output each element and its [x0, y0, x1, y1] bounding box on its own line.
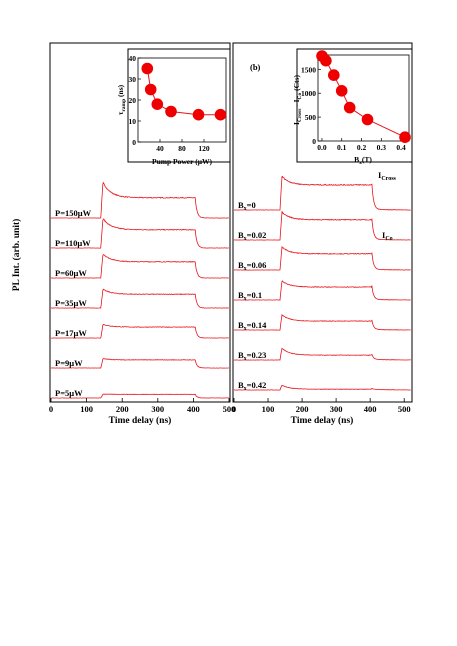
left-inset-x-label: Pump Power (μW) [152, 157, 212, 166]
inset-point [141, 62, 154, 75]
inset-point [328, 69, 340, 81]
inset-point [335, 85, 348, 97]
x-tick-label: 200 [296, 404, 309, 414]
inset-point [399, 131, 411, 143]
trace-0 [50, 181, 229, 219]
inset-x-tick-label: 80 [178, 144, 186, 153]
inset-x-tick-label: 0.0 [317, 143, 327, 152]
series-label: Bx=0.42 [238, 380, 266, 392]
inset-x-tick-label: 120 [198, 144, 210, 153]
left-x-ticks: 0 100 200 300 400 500 [49, 398, 236, 414]
trace-4 [51, 323, 229, 339]
left-x-axis-label: Time delay (ns) [109, 415, 172, 426]
left-inset-y-label: τramp (ns) [116, 84, 127, 115]
trace-6 [233, 384, 411, 391]
inset-point [343, 101, 356, 114]
left-inset-ticks: 40 80 120 0 10 20 30 40 [129, 54, 210, 153]
x-tick-label: 400 [364, 404, 377, 414]
trace-0 [233, 175, 411, 211]
right-traces [233, 175, 411, 391]
x-tick-label: 200 [116, 404, 129, 414]
y-axis-label: PL Int. (arb. unit) [11, 219, 22, 292]
inset-point [144, 83, 157, 96]
trace-6 [50, 393, 229, 399]
trace-5 [233, 347, 411, 361]
x-tick-label: 0 [49, 404, 53, 414]
trace-4 [233, 313, 411, 331]
trace-3 [51, 288, 229, 309]
trace-1 [50, 218, 229, 249]
series-label: P=35μW [55, 298, 87, 308]
left-inset: 40 80 120 0 10 20 30 40 Pump Power (μW) τramp (… [116, 48, 231, 166]
right-inset-x-label: Bx(T) [354, 155, 372, 166]
right-plot-frame [232, 42, 413, 403]
inset-y-tick-label: 500 [305, 113, 317, 122]
x-tick-label: 0 [232, 404, 236, 414]
trace-5 [51, 358, 229, 369]
left-plot-frame [49, 42, 231, 403]
inset-x-tick-label: 0.3 [377, 143, 387, 152]
series-label: Bx=0.14 [238, 320, 267, 332]
inset-y-tick-label: 0 [132, 138, 136, 147]
series-label: Bx=0.06 [238, 260, 266, 272]
left-inset-points [141, 62, 227, 121]
series-label: P=110μW [55, 238, 91, 248]
right-inset-axes [317, 54, 410, 142]
right-inset-points [316, 50, 411, 143]
x-tick-label: 500 [398, 404, 411, 414]
inset-y-tick-label: 30 [129, 75, 137, 84]
inset-y-tick-label: 0 [312, 137, 316, 146]
ico-annotation: ICo [382, 230, 393, 242]
series-label: Bx=0.23 [238, 350, 266, 362]
right-x-axis-label: Time delay (ns) [291, 415, 354, 426]
inset-x-tick-label: 0.4 [396, 143, 406, 152]
x-tick-label: 100 [80, 404, 93, 414]
icross-annotation: ICross [378, 170, 397, 182]
inset-point [320, 54, 332, 67]
x-tick-label: 300 [330, 404, 343, 414]
x-tick-label: 500 [223, 404, 236, 414]
right-inset-y-label: ICross - ICo (Cts) [292, 75, 303, 125]
inset-x-tick-label: 40 [156, 144, 164, 153]
right-panel: 0 100 200 300 400 500 Time delay (ns) Bx=0Bx=… [232, 42, 413, 426]
inset-y-tick-label: 20 [129, 96, 137, 105]
x-tick-label: 400 [187, 404, 200, 414]
series-label: Bx=0 [238, 200, 256, 212]
series-label: Bx=0.02 [238, 230, 266, 242]
series-label: P=60μW [55, 268, 87, 278]
right-x-ticks: 0 100 200 300 400 500 [232, 398, 411, 414]
inset-point [151, 98, 164, 110]
trace-1 [233, 210, 411, 241]
inset-x-tick-label: 0.2 [357, 143, 367, 152]
inset-point [214, 108, 227, 121]
inset-y-tick-label: 1000 [301, 89, 316, 98]
trace-2 [233, 245, 411, 271]
x-tick-label: 300 [151, 404, 164, 414]
series-label: Bx=0.1 [238, 290, 262, 302]
inset-point [361, 113, 374, 126]
panel-label-b: (b) [250, 62, 261, 72]
left-panel: 0 100 200 300 400 500 Time delay (ns) P=150μW… [49, 42, 236, 426]
right-series-labels: Bx=0 Bx=0.02 Bx=0.06 Bx=0.1 Bx=0.14 Bx=0.23 Bx… [238, 200, 267, 392]
inset-point [165, 105, 177, 118]
inset-y-tick-label: 1500 [301, 65, 316, 74]
series-label: P=9μW [55, 358, 83, 368]
right-inset: 0.0 0.1 0.2 0.3 0.4 0 500 1000 1500 Bx(T) ICross… [292, 48, 413, 166]
inset-y-tick-label: 40 [129, 54, 137, 63]
series-label: P=150μW [55, 208, 92, 218]
left-traces [50, 181, 229, 399]
inset-point [192, 108, 205, 121]
trace-2 [50, 253, 229, 279]
inset-x-tick-label: 0.1 [337, 143, 347, 152]
left-series-labels: P=150μW P=110μW P=60μW P=35μW P=17μW P=9μW P=5… [55, 208, 92, 398]
inset-y-tick-label: 10 [129, 117, 137, 126]
series-label: P=17μW [55, 328, 87, 338]
series-label: P=5μW [55, 388, 83, 398]
trace-3 [233, 280, 411, 301]
x-tick-label: 100 [262, 404, 275, 414]
